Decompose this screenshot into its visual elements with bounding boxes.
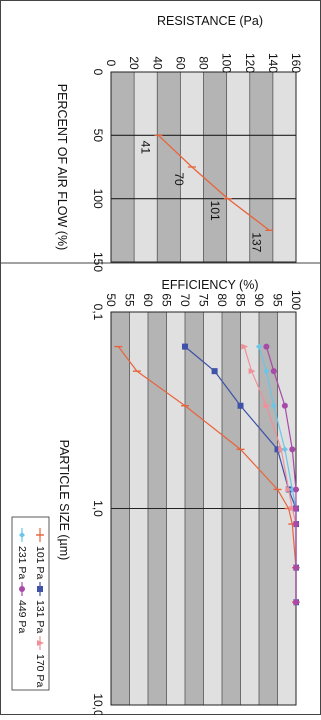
legend-swatch-marker [19,532,25,538]
legend-label: 131 Pa [34,600,46,633]
eff-point-marker-1 [211,368,218,375]
res-plot-frame [110,71,297,263]
eff-value-axis-title: EFFICIENCY (%) [162,278,259,292]
res-flow-tick-label: 50 [91,129,105,143]
res-grid-band [249,72,273,262]
res-flow-tick-label: 0 [91,69,105,76]
eff-point-marker-3 [256,343,262,350]
eff-value-tick-label: 90 [252,293,266,307]
eff-point-marker-2 [289,505,297,512]
res-value-tick-label: 120 [243,53,257,73]
eff-point-marker-3 [270,402,277,409]
eff-value-tick-label: 100 [289,290,303,310]
eff-legend: 101 Pa 131 Pa 170 Pa 231 Pa 449 Pa [11,516,50,691]
eff-size-tick-label: 10,0 [91,693,105,715]
eff-point-marker-4 [293,521,299,528]
legend-swatch-marker [37,586,43,592]
legend-swatch-marker [19,586,25,592]
res-grid-band [203,72,227,262]
res-data-label: 101 [208,201,222,221]
eff-value-tick-label: 80 [215,293,229,307]
eff-point-marker-2 [285,486,293,493]
eff-point-marker-2 [278,446,286,453]
eff-point-marker-1 [182,343,188,350]
eff-point-marker-3 [281,446,288,453]
res-value-tick-label: 60 [173,56,187,70]
eff-value-tick-label: 85 [234,293,248,307]
eff-value-tick-label: 60 [141,293,155,307]
eff-value-tick-label: 75 [197,293,211,307]
res-value-tick-label: 160 [289,53,303,73]
legend-label: 231 Pa [16,546,28,579]
eff-size-tick-label: 1,0 [91,500,105,517]
legend-frame [11,516,50,691]
eff-value-tick-label: 50 [104,293,118,307]
res-flow-axis-title: PERCENT OF AIR FLOW (%) [55,84,69,250]
eff-point-marker-2 [263,402,271,409]
eff-point-marker-4 [293,486,299,493]
eff-point-marker-4 [263,343,270,350]
eff-size-tick-label: 0,1 [91,304,105,321]
legend-swatch-marker [37,640,44,646]
eff-value-tick-label: 95 [271,293,285,307]
eff-point-marker-3 [263,368,270,375]
eff-value-tick-label: 55 [123,293,137,307]
legend-label: 101 Pa [34,546,46,579]
res-grid-band [272,72,296,262]
res-flow-tick-label: 100 [91,189,105,209]
res-grid-band [111,72,135,262]
eff-value-tick-label: 70 [178,293,192,307]
res-grid-band [134,72,158,262]
res-grid-band [157,72,181,262]
eff-point-marker-2 [248,368,256,375]
res-data-label: 41 [138,141,152,155]
eff-point-marker-2 [241,343,249,350]
res-value-tick-label: 40 [150,56,164,70]
eff-point-marker-4 [293,564,299,571]
res-value-tick-label: 0 [104,60,118,67]
eff-point-marker-4 [293,599,299,606]
eff-point-marker-1 [274,446,281,453]
res-value-tick-label: 100 [220,53,234,73]
eff-point-marker-1 [237,402,244,409]
eff-value-tick-label: 65 [160,293,174,307]
eff-point-marker-4 [289,446,296,453]
res-data-label: 70 [172,172,186,186]
eff-point-marker-4 [281,402,288,409]
res-value-tick-label: 80 [197,56,211,70]
eff-size-axis-title: PARTICLE SIZE (µm) [57,440,71,561]
res-value-tick-label: 140 [266,53,280,73]
res-value-tick-label: 20 [127,56,141,70]
res-series-line [157,134,270,231]
eff-point-marker-4 [293,505,299,512]
res-data-label: 137 [249,232,263,252]
legend-label: 449 Pa [16,600,28,633]
res-value-axis-title: RESISTANCE (Pa) [157,14,263,28]
res-grid-band [226,72,250,262]
legend-label: 170 Pa [34,654,46,687]
eff-point-marker-4 [270,368,277,375]
resistance-chart: 0 20 40 60 80 100 120 140 160 0 50 100 150 RESISTANCE… [55,14,303,272]
res-flow-tick-label: 150 [91,252,105,272]
efficiency-chart: 50 55 60 65 70 75 80 85 90 95 100 0,1 1,0 10,0 EFFICIE… [11,278,303,717]
